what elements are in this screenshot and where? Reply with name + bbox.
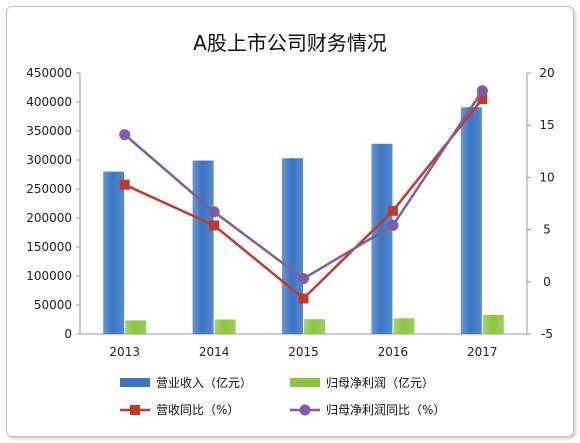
profit-growth-point [387,219,399,231]
y-left-tick-label: 400000 [26,95,72,109]
y-left-tick-label: 200000 [26,211,72,225]
profit-growth-point [208,206,220,218]
legend-net-profit-swatch [290,378,320,387]
net-profit-bar [393,318,415,334]
revenue-growth-point [119,179,130,190]
y-right-tick-label: 5 [543,223,551,237]
lines [119,85,488,304]
x-tick-label: 2014 [199,345,230,359]
net-profit-bar [125,320,147,334]
legend-revenue-swatch [120,378,150,387]
x-tick-label: 2016 [378,345,409,359]
axes: 0 50000 100000 150000 200000 250000 300000 3500… [26,66,554,359]
revenue-growth-point [387,205,398,216]
y-left-tick-label: 300000 [26,153,72,167]
legend-revenue-label: 营业收入（亿元） [156,375,252,390]
revenue-growth-point [209,220,220,231]
revenue-growth-point [298,293,309,304]
y-left-tick-label: 450000 [26,66,72,80]
y-right-tick-label: 10 [539,170,554,184]
legend-profit-growth-label: 归母净利润同比（%） [326,403,445,417]
legend-net-profit-label: 归母净利润（亿元） [326,375,434,390]
net-profit-bar [214,319,236,334]
y-left-tick-label: 0 [64,327,72,341]
y-left-tick-label: 100000 [26,269,72,283]
x-tick-label: 2015 [288,345,319,359]
revenue-bar [103,171,125,334]
y-left-tick-label: 350000 [26,124,72,138]
y-right-tick-label: 20 [539,66,554,80]
revenue-bar [192,160,214,334]
legend-profit-growth-marker [299,404,311,416]
y-right-tick-label: 0 [543,275,551,289]
revenue-bar [282,158,303,334]
revenue-bar [460,107,482,334]
profit-growth-point [119,129,131,141]
net-profit-bar [482,314,504,334]
profit-growth-point [476,85,488,97]
y-left-tick-label: 50000 [34,298,72,312]
legend-revenue-growth-marker [130,405,140,415]
net-profit-bar [304,319,325,334]
revenue-growth-point [477,94,488,105]
legend-revenue-growth-label: 营收同比（%） [156,403,239,417]
revenue-bar [371,143,393,334]
revenue-growth-line [124,98,484,301]
chart-title: A股上市公司财务情况 [193,31,387,55]
x-tick-label: 2017 [467,345,498,359]
bars [103,107,504,334]
x-tick-label: 2013 [109,345,140,359]
y-left-tick-label: 250000 [26,182,72,196]
y-left-tick-label: 150000 [26,240,72,254]
profit-growth-point [298,273,309,285]
y-right-tick-label: 15 [539,118,554,132]
legend: 营业收入（亿元） 归母净利润（亿元） 营收同比（%） 归母净利润同比（%） [120,375,445,417]
profit-growth-line [123,90,484,281]
y-right-tick-label: -5 [541,327,553,341]
